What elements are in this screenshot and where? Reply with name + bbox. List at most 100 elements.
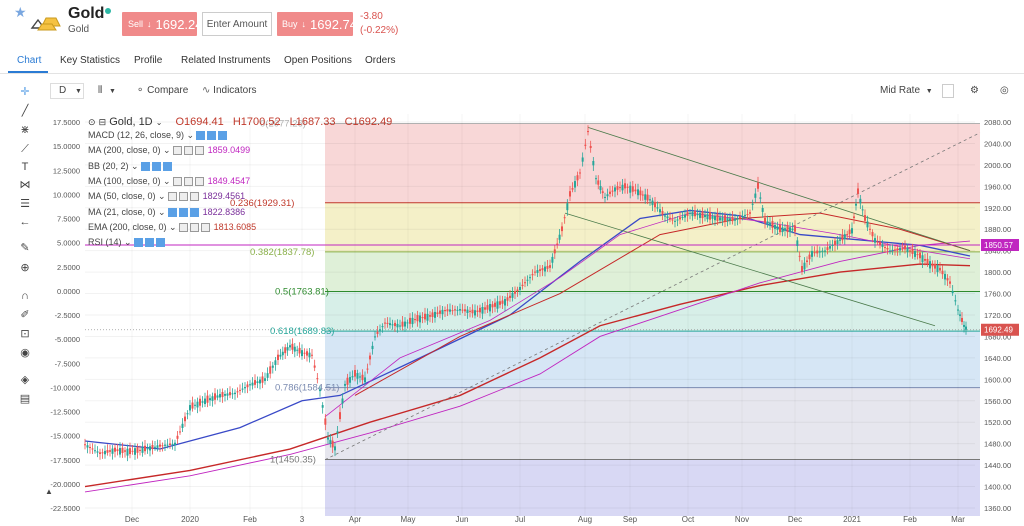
candle-body bbox=[539, 269, 541, 272]
candle-body bbox=[334, 446, 336, 451]
indicator-menu-chevron-icon[interactable]: ⌄ bbox=[166, 221, 177, 232]
remove-icon[interactable] bbox=[218, 131, 228, 141]
settings-icon[interactable] bbox=[207, 131, 217, 141]
indicator-menu-chevron-icon[interactable]: ⌄ bbox=[155, 191, 166, 202]
eye-toggle-icon[interactable] bbox=[196, 131, 206, 141]
zoom-in-icon[interactable]: ⊕ bbox=[20, 262, 30, 274]
left-tick-label: -2.5000 bbox=[55, 311, 80, 320]
candle-body bbox=[929, 261, 931, 269]
candle-body bbox=[744, 214, 746, 216]
price-change-abs: -3.80 bbox=[360, 11, 383, 22]
back-arrow-icon[interactable]: ← bbox=[19, 216, 31, 228]
indicator-legend-row[interactable]: EMA (200, close, 0) ⌄ 1813.6085 bbox=[88, 222, 256, 233]
indicator-menu-chevron-icon[interactable]: ⌄ bbox=[160, 175, 171, 186]
scroll-up-icon[interactable]: ▲ bbox=[45, 487, 53, 496]
tab-profile[interactable]: Profile bbox=[134, 55, 163, 66]
compare-button[interactable]: ⚬ Compare bbox=[136, 85, 188, 96]
eye-toggle-icon[interactable] bbox=[167, 207, 177, 217]
remove-icon[interactable] bbox=[189, 207, 199, 217]
settings-icon[interactable] bbox=[144, 238, 154, 248]
tab-orders[interactable]: Orders bbox=[365, 55, 396, 66]
settings-icon[interactable] bbox=[183, 146, 193, 156]
ruler-icon[interactable]: ✎ bbox=[20, 242, 30, 254]
fibonacci-icon[interactable]: ☰ bbox=[20, 198, 30, 210]
candle-body bbox=[156, 445, 159, 448]
remove-icon[interactable] bbox=[155, 238, 165, 248]
pitchfork-icon[interactable]: ⟋ bbox=[21, 143, 29, 155]
indicator-menu-chevron-icon[interactable]: ⌄ bbox=[160, 145, 171, 156]
candle-body bbox=[284, 347, 287, 354]
indicator-legend-row[interactable]: BB (20, 2) ⌄ bbox=[88, 161, 172, 172]
symbol-menu-chevron-icon[interactable]: ⌄ bbox=[155, 118, 163, 127]
interval-select[interactable]: D ▼ bbox=[50, 83, 84, 99]
eye-toggle-icon[interactable] bbox=[172, 146, 182, 156]
sell-button[interactable]: Sell ↓ 1692.24 bbox=[122, 12, 203, 36]
chart-type-select[interactable]: ⫴ ▼ bbox=[98, 85, 116, 96]
lock-icon[interactable]: ⊡ bbox=[20, 328, 30, 340]
crosshair-icon[interactable]: ✛ bbox=[20, 86, 30, 98]
pencil-lock-icon[interactable]: ✐ bbox=[20, 309, 30, 321]
candle-body bbox=[254, 380, 256, 385]
indicator-legend-row[interactable]: MA (200, close, 0) ⌄ 1859.0499 bbox=[88, 145, 250, 156]
eye-toggle-icon[interactable] bbox=[167, 192, 177, 202]
settings-icon[interactable] bbox=[151, 161, 161, 171]
eye-toggle-icon[interactable] bbox=[140, 161, 150, 171]
settings-icon[interactable] bbox=[178, 207, 188, 217]
eye-toggle-icon[interactable] bbox=[133, 238, 143, 248]
tab-chart[interactable]: Chart bbox=[17, 55, 42, 66]
remove-icon[interactable] bbox=[194, 177, 204, 187]
eye-toggle-icon[interactable] bbox=[172, 177, 182, 187]
candle-body bbox=[965, 326, 967, 330]
indicator-legend-row[interactable]: MA (100, close, 0) ⌄ 1849.4547 bbox=[88, 176, 250, 187]
indicator-menu-chevron-icon[interactable]: ⌄ bbox=[184, 130, 195, 140]
remove-icon[interactable] bbox=[194, 146, 204, 156]
favorite-star-icon[interactable]: ★ bbox=[14, 4, 27, 20]
amount-input[interactable] bbox=[202, 12, 272, 36]
down-arrow-icon: ↓ bbox=[301, 19, 307, 29]
right-tick-label: 1920.00 bbox=[984, 204, 1011, 213]
trash-icon[interactable]: ▤ bbox=[19, 393, 31, 405]
remove-icon[interactable] bbox=[200, 222, 210, 232]
settings-icon[interactable] bbox=[183, 177, 193, 187]
indicator-menu-chevron-icon[interactable]: ⌄ bbox=[128, 160, 139, 171]
candle-body bbox=[174, 442, 176, 446]
buy-button[interactable]: Buy ↓ 1692.74 bbox=[277, 12, 357, 36]
candle-body bbox=[734, 218, 736, 221]
price-chart[interactable]: 17.5000 15.0000 12.5000 10.0000 7.5000 5.0000… bbox=[40, 104, 1024, 526]
candle-body bbox=[469, 310, 471, 312]
eye-toggle-icon[interactable] bbox=[178, 222, 188, 232]
remove-icon[interactable] bbox=[189, 192, 199, 202]
trend-line-icon[interactable]: ╱ bbox=[21, 105, 29, 117]
candle-body bbox=[721, 217, 724, 221]
settings-icon[interactable] bbox=[189, 222, 199, 232]
multi-line-icon[interactable]: ⋇ bbox=[20, 124, 30, 136]
lock-legend-icon[interactable]: ⊟ bbox=[98, 117, 107, 127]
indicators-button[interactable]: ∿ Indicators bbox=[202, 85, 257, 96]
magnet-icon[interactable]: ∩ bbox=[21, 290, 29, 302]
screenshot-icon[interactable]: ◎ bbox=[1000, 85, 1009, 96]
price-mode-select[interactable]: Mid Rate ▼ bbox=[880, 85, 933, 96]
tab-related-instruments[interactable]: Related Instruments bbox=[181, 55, 271, 66]
tab-open-positions[interactable]: Open Positions bbox=[284, 55, 352, 66]
candle-body bbox=[574, 181, 576, 188]
text-tool-icon[interactable]: T bbox=[21, 161, 29, 173]
indicator-legend-row[interactable]: MA (21, close, 0) ⌄ 1822.8386 bbox=[88, 207, 245, 218]
indicator-legend-row[interactable]: MA (50, close, 0) ⌄ 1829.4561 bbox=[88, 191, 245, 202]
candle-body bbox=[729, 218, 731, 221]
down-arrow-icon: ↓ bbox=[147, 19, 152, 29]
tab-key-statistics[interactable]: Key Statistics bbox=[60, 55, 121, 66]
pattern-icon[interactable]: ⋈ bbox=[19, 179, 31, 191]
indicator-menu-chevron-icon[interactable]: ⌄ bbox=[155, 206, 166, 217]
indicator-legend-row[interactable]: RSI (14) ⌄ bbox=[88, 237, 165, 248]
fullscreen-button[interactable] bbox=[942, 84, 954, 98]
collapse-icon[interactable]: ⊙ bbox=[88, 117, 96, 127]
indicator-menu-chevron-icon[interactable]: ⌄ bbox=[121, 237, 132, 248]
layers-icon[interactable]: ◈ bbox=[20, 374, 30, 386]
eye-icon[interactable]: ◉ bbox=[20, 347, 30, 359]
indicator-legend-row[interactable]: MACD (12, 26, close, 9) ⌄ bbox=[88, 130, 228, 141]
settings-gear-icon[interactable]: ⚙ bbox=[970, 85, 979, 96]
candle-body bbox=[951, 290, 954, 294]
candle-body bbox=[289, 345, 291, 348]
remove-icon[interactable] bbox=[162, 161, 172, 171]
settings-icon[interactable] bbox=[178, 192, 188, 202]
